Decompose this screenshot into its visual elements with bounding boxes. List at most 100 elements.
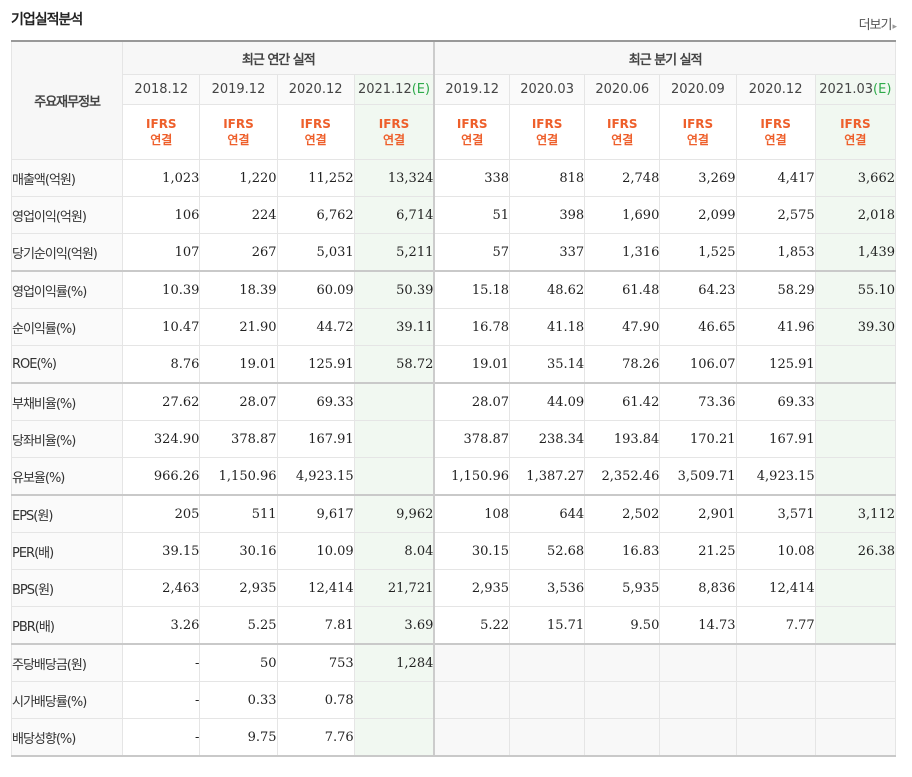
table-cell: 2,575 bbox=[735, 196, 816, 234]
table-cell: 7.81 bbox=[276, 606, 355, 645]
row-label: BPS(원) bbox=[10, 569, 124, 607]
table-cell: 50 bbox=[199, 643, 278, 682]
table-cell: 5,211 bbox=[353, 233, 435, 272]
table-cell: 3.69 bbox=[353, 606, 435, 645]
table-row: 배당성향(%) -9.75 7.76 bbox=[10, 718, 897, 757]
table-row: 시가배당률(%) -0.33 0.78 bbox=[10, 681, 897, 719]
table-cell: 41.96 bbox=[735, 308, 816, 346]
period-date: 2020.03 bbox=[520, 82, 574, 97]
table-row: EPS(원) 205 511 9,617 9,962 108 644 2,502 2,901 3,… bbox=[10, 494, 897, 533]
table-cell bbox=[735, 718, 816, 757]
table-cell: 1,023 bbox=[122, 159, 201, 197]
table-cell: 8,836 bbox=[659, 569, 737, 607]
table-cell: 125.91 bbox=[735, 345, 816, 384]
more-link[interactable]: 더보기▸ bbox=[859, 14, 897, 33]
table-cell: 10.39 bbox=[122, 270, 201, 309]
table-cell: 55.10 bbox=[814, 270, 897, 309]
consolidated-label: 연결 bbox=[304, 133, 327, 147]
ifrs-label: IFRS bbox=[531, 117, 563, 131]
period-date: 2020.12 bbox=[748, 82, 803, 97]
table-cell: 21.25 bbox=[659, 532, 737, 570]
row-label: 영업이익률(%) bbox=[10, 270, 124, 309]
table-cell: 1,525 bbox=[659, 233, 737, 272]
row-label: 매출액(억원) bbox=[10, 159, 124, 197]
table-cell: 78.26 bbox=[584, 345, 661, 384]
consolidated-label: 연결 bbox=[536, 133, 559, 147]
table-row: 당기순이익(억원) 107 267 5,031 5,211 57 337 1,316 1,525… bbox=[10, 233, 897, 272]
row-label: 주당배당금(원) bbox=[10, 643, 124, 682]
table-cell: 4,923.15 bbox=[276, 457, 355, 496]
table-cell: 238.34 bbox=[509, 420, 586, 458]
table-cell: 3,536 bbox=[509, 569, 586, 607]
table-cell: 753 bbox=[276, 643, 355, 682]
table-cell: 16.78 bbox=[433, 308, 511, 346]
table-cell: 3.26 bbox=[122, 606, 201, 645]
table-cell: 0.78 bbox=[276, 681, 355, 719]
table-cell: 644 bbox=[509, 494, 586, 533]
table-cell: 60.09 bbox=[276, 270, 355, 309]
table-cell: 106 bbox=[122, 196, 201, 234]
table-cell: 224 bbox=[199, 196, 278, 234]
ifrs-label: IFRS bbox=[378, 117, 410, 131]
corner-header: 주요재무정보 bbox=[10, 40, 124, 160]
table-cell: 5,031 bbox=[276, 233, 355, 272]
table-cell bbox=[509, 643, 586, 682]
quarter-group-header: 최근 분기 실적 bbox=[433, 40, 897, 75]
period-date: 2019.12 bbox=[445, 82, 500, 97]
table-cell: 125.91 bbox=[276, 345, 355, 384]
table-cell: 2,018 bbox=[814, 196, 897, 234]
table-cell: 12,414 bbox=[276, 569, 355, 607]
table-cell: 4,923.15 bbox=[735, 457, 816, 496]
ifrs-label: IFRS bbox=[760, 117, 791, 131]
table-row: 매출액(억원) 1,023 1,220 11,252 13,324 338 818 2,748… bbox=[10, 159, 897, 197]
table-cell: 966.26 bbox=[122, 457, 201, 496]
table-cell: 13,324 bbox=[353, 159, 435, 197]
period-header: 2020.12 bbox=[735, 74, 816, 105]
ifrs-header: IFRS 연결 bbox=[433, 104, 511, 160]
table-cell: 106.07 bbox=[659, 345, 737, 384]
table-cell: 267 bbox=[199, 233, 278, 272]
ifrs-label: IFRS bbox=[682, 117, 714, 131]
table-cell: 167.91 bbox=[735, 420, 816, 458]
table-cell: 8.04 bbox=[353, 532, 435, 570]
table-row: 주당배당금(원) -50 753 1,284 bbox=[10, 643, 897, 682]
consolidated-label: 연결 bbox=[382, 133, 406, 147]
period-header: 2019.12 bbox=[433, 74, 511, 105]
consolidated-label: 연결 bbox=[686, 133, 709, 147]
table-cell: 9,962 bbox=[353, 494, 435, 533]
table-cell: 10.08 bbox=[735, 532, 816, 570]
table-cell: 10.09 bbox=[276, 532, 355, 570]
period-date: 2019.12 bbox=[211, 82, 266, 97]
ifrs-header: IFRS 연결 bbox=[122, 104, 201, 160]
table-cell: 51 bbox=[433, 196, 511, 234]
table-cell: 18.39 bbox=[199, 270, 278, 309]
table-cell bbox=[814, 718, 897, 757]
table-row: BPS(원) 2,463 2,935 12,414 21,721 2,935 3,536 5,… bbox=[10, 569, 897, 607]
table-cell bbox=[659, 718, 737, 757]
ifrs-label: IFRS bbox=[300, 117, 331, 131]
table-cell: 58.72 bbox=[353, 345, 435, 384]
table-cell: 5.25 bbox=[199, 606, 278, 645]
table-cell: 50.39 bbox=[353, 270, 435, 309]
table-cell: 7.76 bbox=[276, 718, 355, 757]
table-cell: 10.47 bbox=[122, 308, 201, 346]
ifrs-label: IFRS bbox=[606, 117, 638, 131]
table-cell: 28.07 bbox=[199, 382, 278, 421]
table-cell bbox=[353, 718, 435, 757]
table-cell: 46.65 bbox=[659, 308, 737, 346]
table-cell: 0.33 bbox=[199, 681, 278, 719]
ifrs-label: IFRS bbox=[146, 117, 177, 131]
table-cell: 398 bbox=[509, 196, 586, 234]
table-cell: 2,463 bbox=[122, 569, 201, 607]
table-cell bbox=[353, 382, 435, 421]
ifrs-header: IFRS 연결 bbox=[659, 104, 737, 160]
table-cell: 64.23 bbox=[659, 270, 737, 309]
consolidated-label: 연결 bbox=[227, 133, 250, 147]
table-cell: 19.01 bbox=[433, 345, 511, 384]
table-cell: 1,387.27 bbox=[509, 457, 586, 496]
table-cell: 324.90 bbox=[122, 420, 201, 458]
table-cell: 9.75 bbox=[199, 718, 278, 757]
table-row: PER(배) 39.15 30.16 10.09 8.04 30.15 52.68 16.83… bbox=[10, 532, 897, 570]
period-header: 2021.12(E) bbox=[353, 74, 435, 105]
table-cell bbox=[584, 718, 661, 757]
